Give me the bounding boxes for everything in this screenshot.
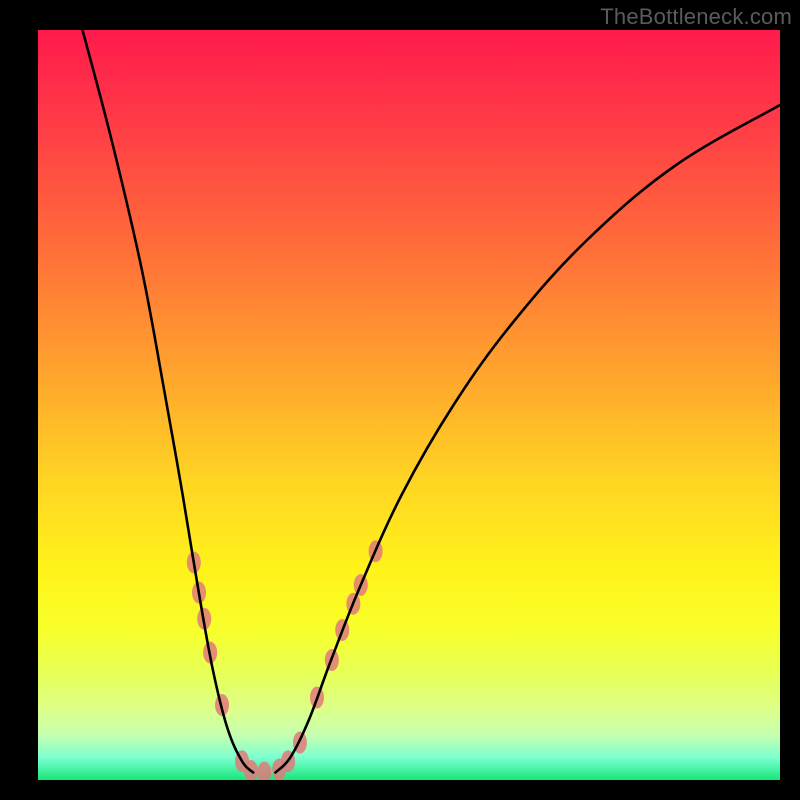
gradient-background — [38, 30, 780, 780]
watermark-text: TheBottleneck.com — [600, 4, 792, 30]
plot-svg — [38, 30, 780, 780]
chart-frame: TheBottleneck.com — [0, 0, 800, 800]
plot-area — [38, 30, 780, 780]
